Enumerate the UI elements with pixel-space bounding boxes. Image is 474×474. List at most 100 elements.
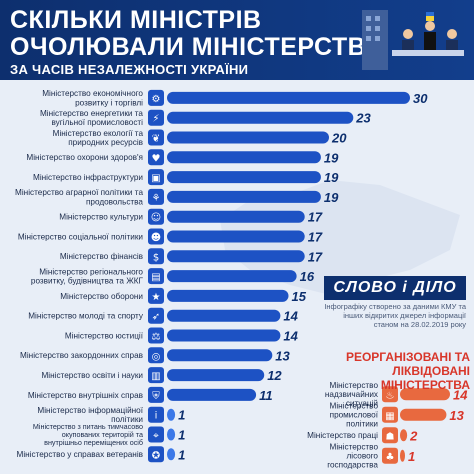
value-label: 19	[324, 170, 339, 185]
reorg-icon-bg	[382, 427, 398, 444]
category-label: Міністерство соціальної політики	[18, 232, 143, 241]
category-label: Міністерство аграрної політики та продово…	[15, 188, 143, 206]
value-label: 19	[324, 150, 339, 165]
icon-bg	[148, 89, 164, 106]
fire-icon: ♨	[386, 390, 395, 401]
value-label: 12	[267, 368, 282, 383]
book-icon: ▥	[151, 371, 160, 382]
building-icon: ▤	[151, 272, 160, 283]
bar	[167, 131, 329, 144]
wheat-icon: ⚘	[152, 193, 161, 204]
reorg-value-label: 1	[408, 449, 415, 464]
icon-bg	[148, 248, 164, 265]
category-label: Міністерство внутрішніх справ	[28, 391, 143, 400]
bar	[167, 329, 281, 342]
reorg-category-label: Міністерство надзвичайних ситуацій	[325, 381, 379, 408]
category-label: Міністерство молоді та спорту	[28, 312, 144, 321]
reorg-value-label: 13	[449, 408, 464, 423]
category-label: Міністерство оборони	[60, 292, 143, 301]
icon-bg	[148, 149, 164, 166]
bar	[167, 349, 273, 362]
subtitle: ЗА ЧАСІВ НЕЗАЛЕЖНОСТІ УКРАЇНИ	[10, 62, 249, 77]
bar	[167, 428, 176, 441]
lightning-icon: ⚡	[152, 114, 159, 125]
bar	[167, 289, 289, 302]
reorg-section-title: РЕОРГАНІЗОВАНІ ТА ЛІКВІДОВАНІ МІНІСТЕРСТ…	[345, 350, 470, 392]
value-label: 1	[178, 428, 185, 443]
category-label: Міністерство культури	[59, 213, 143, 222]
reorg-icon-bg	[382, 447, 398, 464]
icon-bg	[148, 228, 164, 245]
icon-bg	[148, 426, 164, 443]
icon-bg	[148, 169, 164, 186]
category-label: Міністерство з питань тимчасово окуповани…	[33, 422, 143, 447]
tree-icon: ♣	[386, 452, 395, 463]
value-label: 17	[308, 210, 323, 225]
category-label: Міністерство економічного розвитку і торг…	[42, 89, 143, 107]
icon-bg	[148, 129, 164, 146]
reorg-bar	[400, 408, 447, 421]
icon-bg	[148, 386, 164, 403]
map-icon: ⌖	[153, 431, 159, 442]
icon-bg	[148, 307, 164, 324]
value-label: 13	[275, 348, 290, 363]
reorg-category-label: Міністерство промислової політики	[330, 402, 379, 429]
scales-icon: ⚖	[152, 332, 161, 343]
header-banner: СКІЛЬКИ МІНІСТРІВ ОЧОЛЮВАЛИ МІНІСТЕРСТВА…	[0, 0, 474, 80]
bar	[167, 111, 354, 124]
shield-icon: ⛨	[152, 391, 160, 402]
icon-bg	[148, 268, 164, 285]
reorg-bar	[400, 449, 405, 462]
bar	[167, 230, 305, 243]
slovo-i-dilo-logo: СЛОВО і ДІЛО	[324, 276, 466, 300]
info-icon: i	[155, 411, 158, 422]
value-label: 19	[324, 190, 339, 205]
category-label: Міністерство освіти і науки	[41, 371, 143, 380]
category-label: Міністерство юстиції	[65, 331, 144, 340]
category-label: Міністерство фінансів	[60, 252, 143, 261]
value-label: 17	[308, 230, 323, 245]
value-label: 16	[300, 269, 315, 284]
value-label: 23	[355, 111, 371, 126]
value-label: 14	[283, 329, 298, 344]
bar	[167, 151, 321, 164]
money-icon: $	[153, 252, 159, 263]
worker-icon: ☗	[386, 431, 395, 442]
reorg-icon-bg	[382, 386, 398, 403]
value-label: 30	[413, 91, 428, 106]
bar	[167, 270, 297, 283]
reorg-category-label: Міністерство лісового господарства	[327, 443, 378, 470]
title-line-2: ОЧОЛЮВАЛИ МІНІСТЕРСТВА	[10, 33, 384, 61]
source-note: Інфографіку створено за даними КМУ та ін…	[324, 302, 466, 329]
value-label: 1	[178, 408, 185, 423]
bar	[167, 408, 176, 421]
value-label: 17	[308, 249, 323, 264]
icon-bg	[148, 188, 164, 205]
reorg-category-label: Міністерство праці	[307, 431, 378, 440]
icon-bg	[148, 287, 164, 304]
meeting-illustration	[362, 10, 464, 70]
icon-bg	[148, 367, 164, 384]
globe-icon: ◎	[152, 351, 161, 362]
category-label: Міністерство енергетики та вугільної пром…	[40, 109, 143, 127]
theatre-icon: ☺	[151, 213, 161, 224]
running-icon: ➶	[152, 312, 160, 323]
bar	[167, 388, 257, 401]
reorg-value-label: 14	[453, 387, 468, 402]
icon-bg	[148, 327, 164, 344]
icon-bg	[148, 406, 164, 423]
bar	[167, 210, 305, 223]
icon-bg	[148, 446, 164, 463]
category-label: Міністерство закордонних справ	[20, 351, 143, 360]
soldier-icon: ★	[152, 292, 161, 303]
bar	[167, 369, 265, 382]
reorg-bar	[400, 388, 450, 401]
ukraine-map-decor	[220, 180, 460, 295]
icon-bg	[148, 109, 164, 126]
category-label: Міністерство інформаційної політики	[37, 406, 143, 424]
reorg-bar	[400, 429, 408, 442]
bar	[167, 250, 305, 263]
category-label: Міністерство інфраструктури	[33, 173, 143, 182]
reorg-value-label: 2	[409, 428, 418, 443]
bar	[167, 309, 281, 322]
